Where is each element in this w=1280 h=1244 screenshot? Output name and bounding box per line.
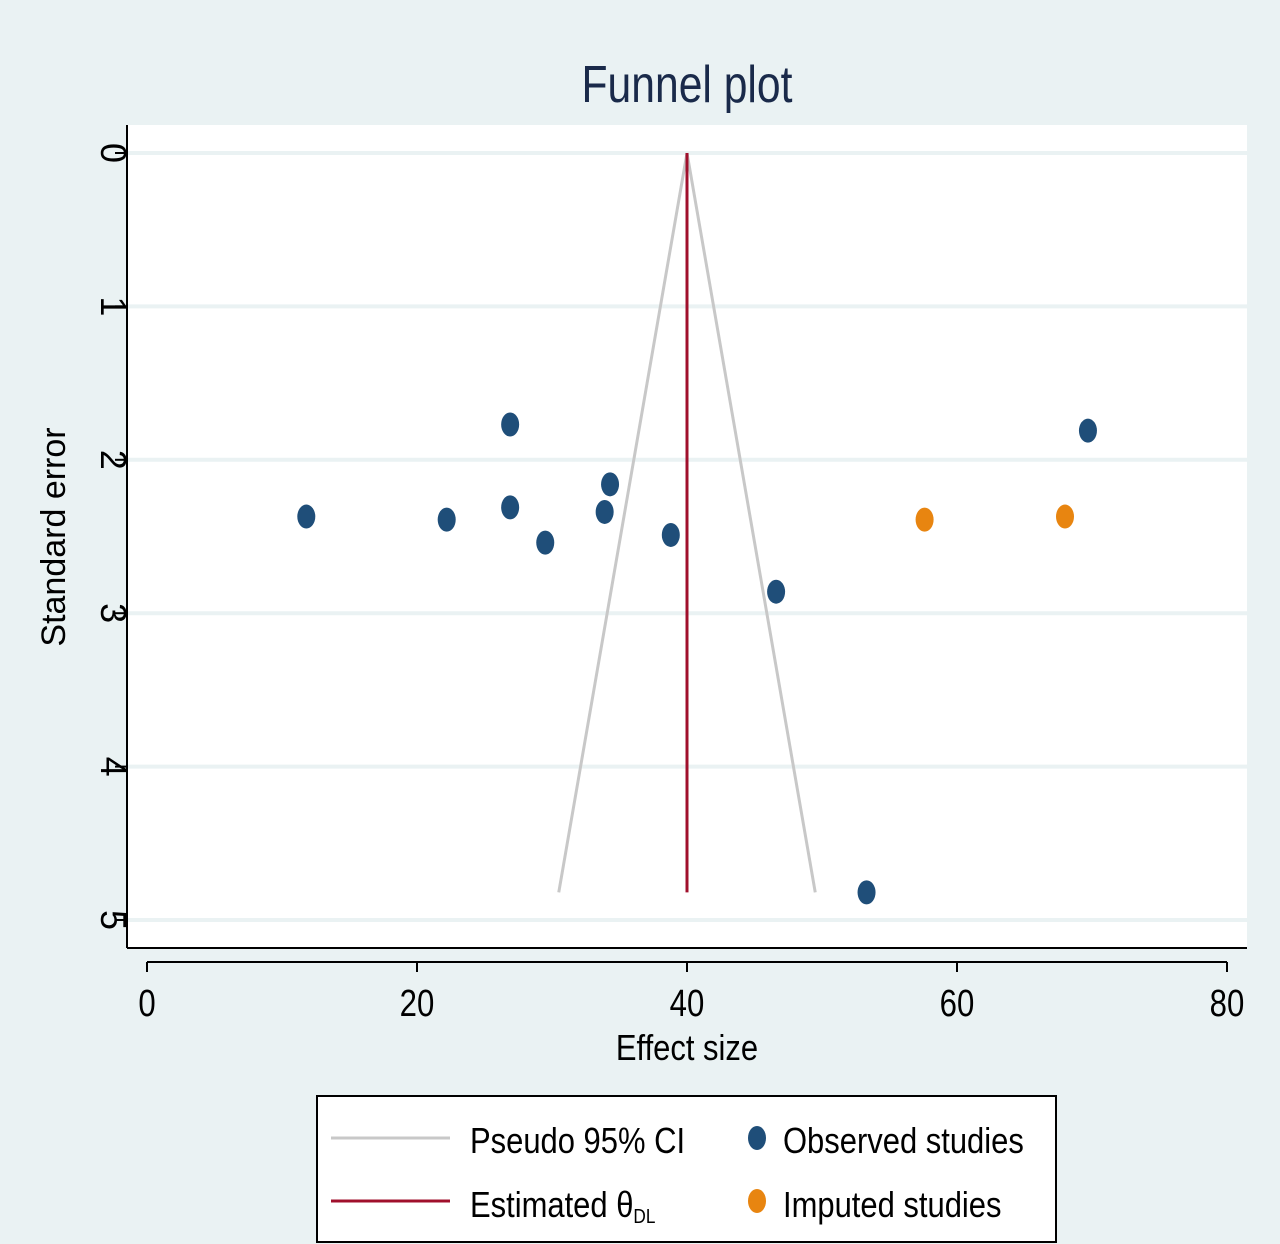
legend-label-imputed: Imputed studies: [783, 1186, 1001, 1226]
observed-study-point-5: [595, 499, 614, 524]
x-tick-label-3: 60: [940, 983, 975, 1025]
pseudo-ci-line-1: [685, 152, 817, 893]
observed-study-point-7: [661, 522, 680, 547]
x-tick-label-1: 20: [400, 983, 435, 1025]
legend: Pseudo 95% CI Estimated θDL Observed stu…: [316, 1095, 1057, 1243]
observed-study-point-10: [1078, 418, 1097, 443]
legend-label-estimate: Estimated θDL: [470, 1186, 655, 1227]
legend-swatch-imputed: [748, 1189, 766, 1213]
observed-study-point-4: [536, 530, 555, 555]
observed-study-point-2: [501, 412, 520, 437]
y-tick-label-3: 3: [93, 603, 134, 623]
y-tick-label-1: 1: [93, 296, 134, 316]
y-tick-label-5: 5: [93, 910, 134, 930]
x-tick-label-0: 0: [138, 983, 155, 1025]
imputed-study-point-0: [915, 507, 934, 532]
observed-study-point-3: [501, 495, 520, 520]
legend-swatch-observed: [748, 1126, 766, 1150]
observed-study-point-9: [857, 880, 876, 905]
y-tick-label-4: 4: [93, 757, 134, 777]
x-axis-label: Effect size: [616, 1029, 758, 1069]
legend-estimate-subscript: DL: [633, 1205, 655, 1228]
legend-box: [316, 1095, 1057, 1243]
x-tick-label-2: 40: [670, 983, 705, 1025]
observed-study-point-1: [437, 507, 456, 532]
observed-study-point-6: [601, 472, 620, 497]
y-tick-label-2: 2: [93, 450, 134, 470]
legend-label-observed: Observed studies: [783, 1122, 1024, 1162]
imputed-study-point-1: [1056, 504, 1074, 529]
observed-study-point-0: [297, 504, 316, 529]
chart-title: Funnel plot: [582, 56, 793, 114]
x-tick-label-4: 80: [1210, 983, 1245, 1025]
legend-label-ci: Pseudo 95% CI: [470, 1122, 685, 1162]
observed-study-point-8: [767, 579, 786, 604]
pseudo-ci-line-0: [557, 152, 689, 893]
legend-estimate-text: Estimated θ: [470, 1186, 633, 1226]
y-tick-label-0: 0: [93, 143, 134, 163]
y-axis-label: Standard error: [35, 427, 73, 646]
